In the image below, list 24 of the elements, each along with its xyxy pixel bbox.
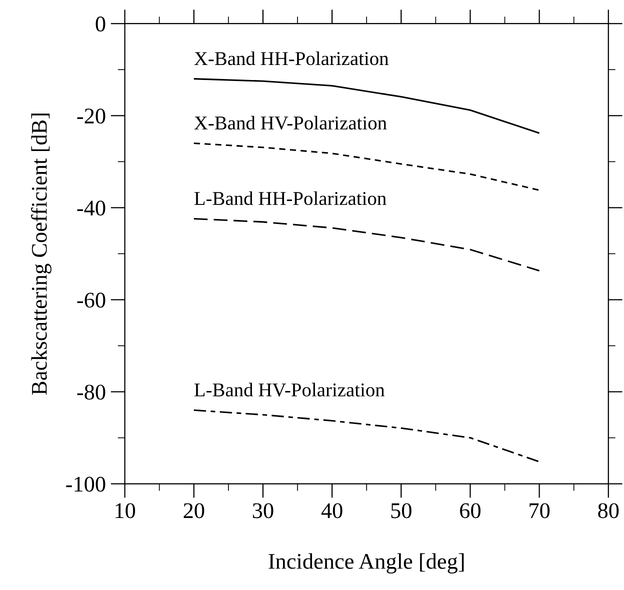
y-tick-label: 0 — [96, 16, 106, 32]
y-tick-label: -60 — [77, 292, 106, 308]
x-tick-label: 40 — [321, 503, 342, 518]
line-series — [193, 142, 540, 191]
x-tick-label: 20 — [184, 503, 204, 518]
line-series — [193, 78, 540, 134]
y-tick-label: -100 — [66, 476, 106, 492]
x-tick-label: 10 — [116, 503, 136, 518]
series-label: X-Band HV-Polarization — [194, 116, 387, 130]
x-tick-label: 30 — [252, 503, 274, 518]
line-series — [193, 218, 540, 272]
series-label: X-Band HH-Polarization — [194, 51, 389, 66]
x-tick-label: 60 — [460, 503, 480, 518]
x-axis-title: Incidence Angle [deg] — [268, 553, 464, 574]
y-tick-label: -80 — [77, 384, 106, 400]
x-tick-label: 70 — [530, 503, 550, 518]
y-tick-label: -40 — [77, 200, 106, 216]
x-tick-label: 80 — [598, 503, 619, 518]
y-tick-label: -20 — [77, 108, 106, 124]
line-series — [193, 409, 540, 462]
series-label: L-Band HH-Polarization — [194, 191, 386, 206]
y-axis-title: Backscattering Coefficient [dB] — [30, 114, 52, 395]
x-tick-label: 50 — [391, 503, 412, 518]
series-label: L-Band HV-Polarization — [194, 382, 385, 397]
